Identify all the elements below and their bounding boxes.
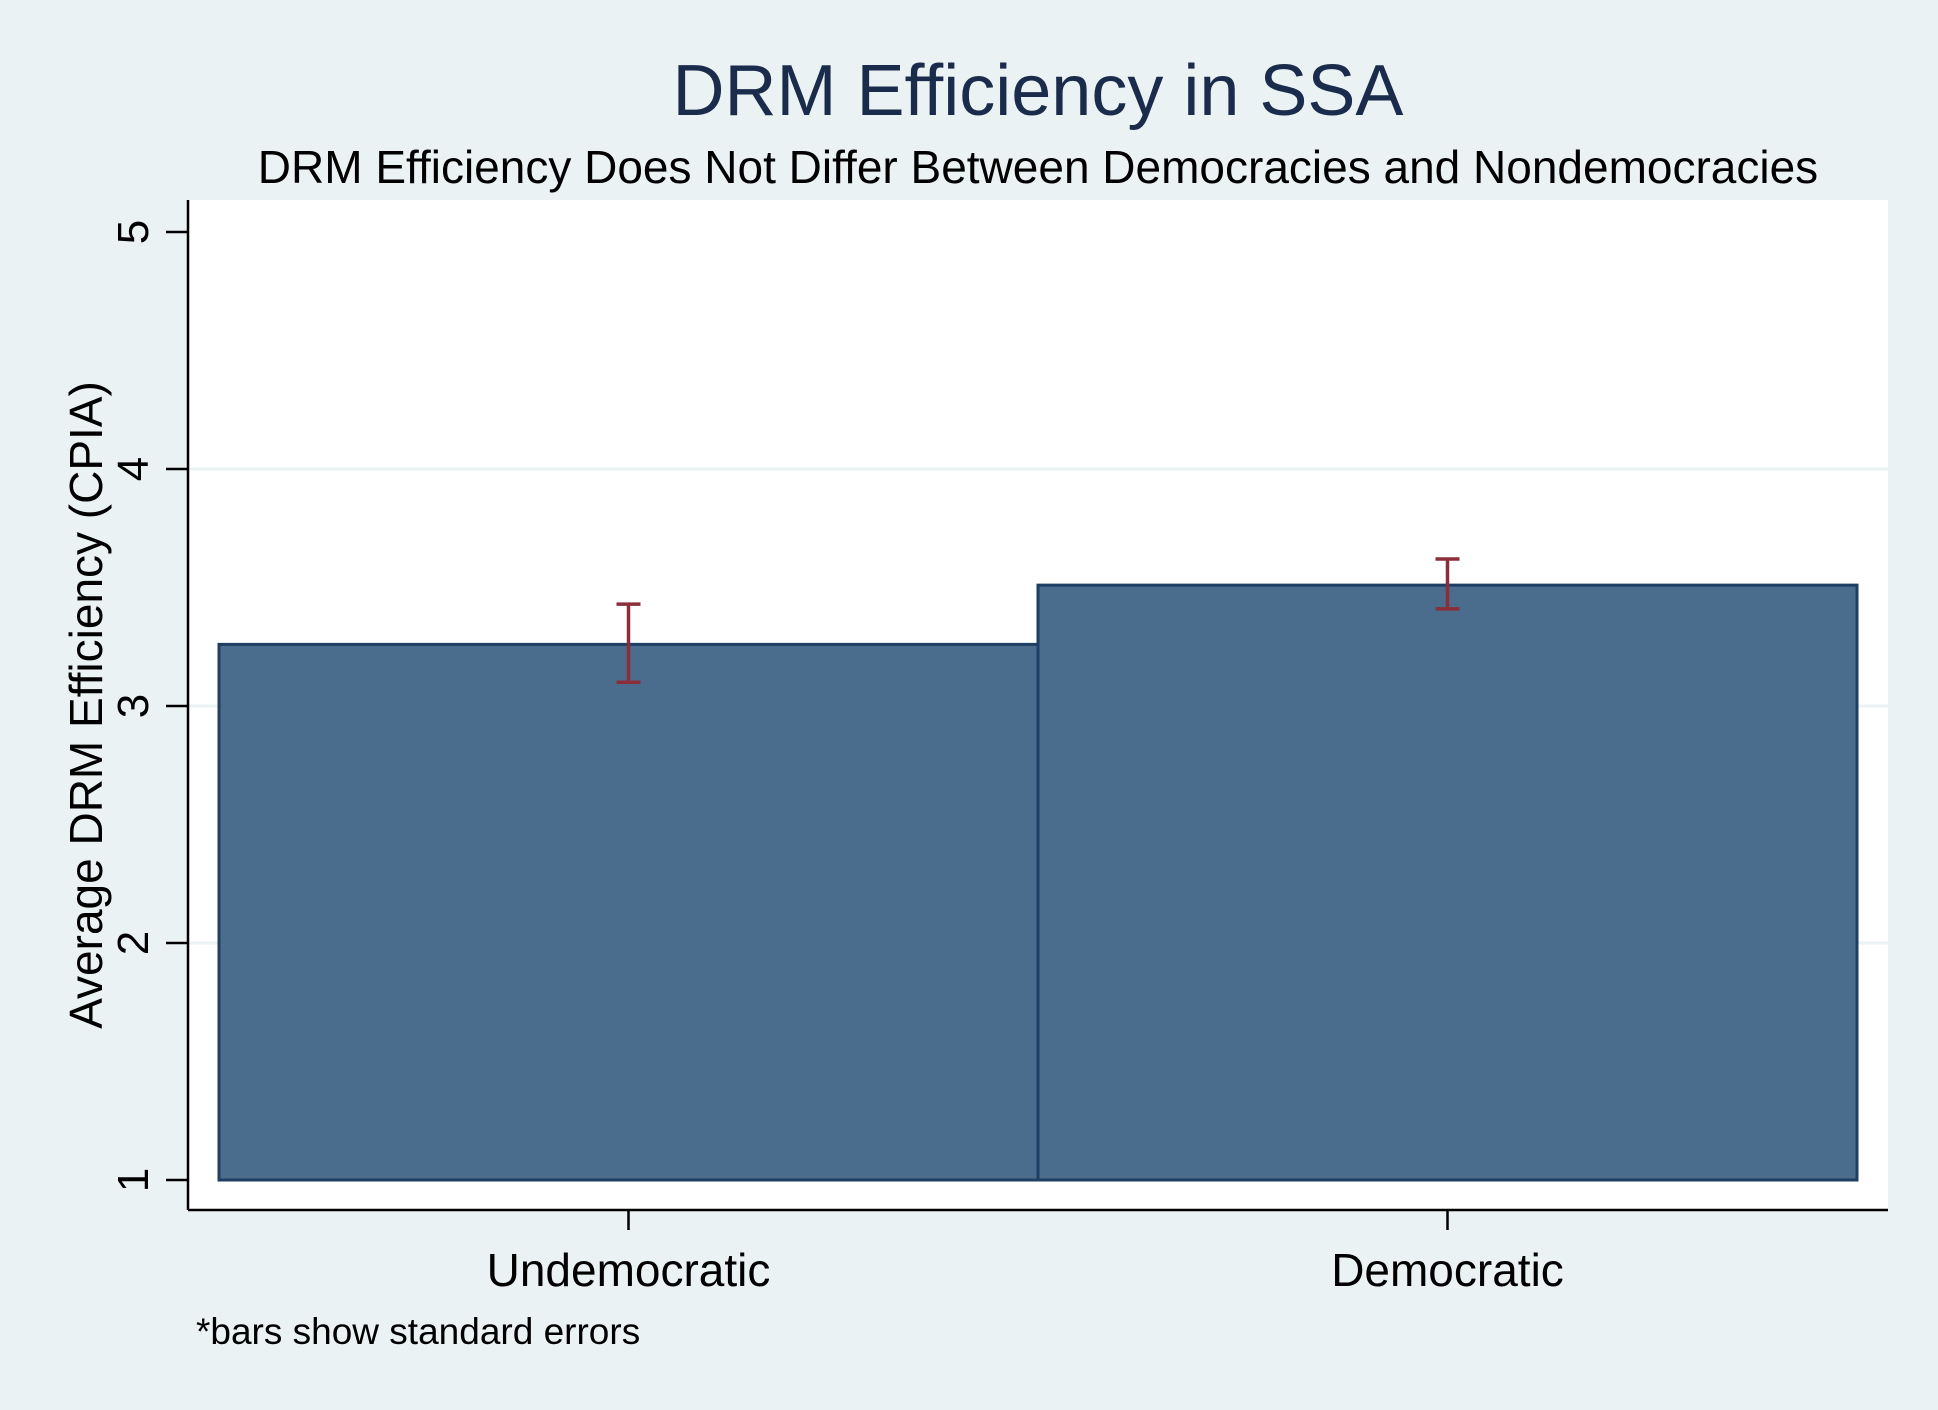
- error-bar-undemocratic: [616, 602, 641, 685]
- y-tick-label: 4: [109, 457, 158, 481]
- bar-undemocratic: [217, 642, 1040, 1182]
- bars: [217, 583, 1859, 1182]
- y-axis-title: Average DRM Efficiency (CPIA): [60, 381, 112, 1029]
- y-tick-label: 5: [109, 220, 158, 244]
- error-bar-democratic: [1435, 557, 1460, 611]
- y-axis: 1 2 3 4 5: [109, 200, 190, 1210]
- x-tick-label: Democratic: [1331, 1244, 1564, 1296]
- chart-subtitle: DRM Efficiency Does Not Differ Between D…: [258, 141, 1818, 193]
- footnote: *bars show standard errors: [196, 1311, 640, 1352]
- y-tick-label: 2: [109, 931, 158, 955]
- y-tick-label: 3: [109, 694, 158, 718]
- chart-title: DRM Efficiency in SSA: [673, 51, 1404, 131]
- bar-democratic: [1036, 583, 1859, 1182]
- x-tick-label: Undemocratic: [487, 1244, 771, 1296]
- y-tick-label: 1: [109, 1168, 158, 1192]
- x-axis: Undemocratic Democratic: [188, 1208, 1888, 1296]
- error-bars: [616, 557, 1460, 685]
